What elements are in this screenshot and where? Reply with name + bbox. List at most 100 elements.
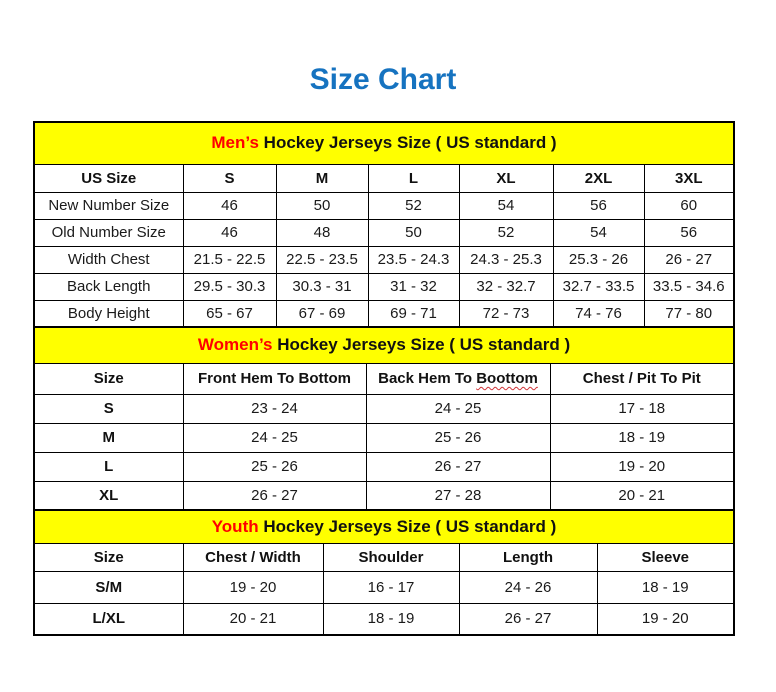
row-label: Body Height [33, 299, 184, 328]
youth-section-highlight: Youth [211, 516, 259, 536]
table-row: L/XL 20 - 21 18 - 19 26 - 27 19 - 20 [33, 602, 735, 636]
size-value: 50 [367, 218, 460, 247]
womens-section-title-text: Hockey Jerseys Size ( US standard ) [277, 335, 571, 355]
size-value: 24 - 25 [365, 393, 551, 424]
mens-size-table: Men’s Hockey Jerseys Size ( US standard … [33, 121, 735, 328]
size-value: 16 - 17 [322, 570, 460, 604]
column-header: Front Hem To Bottom [182, 362, 367, 395]
womens-section-header: Women’s Hockey Jerseys Size ( US standar… [33, 326, 735, 364]
size-value: 27 - 28 [365, 480, 551, 511]
size-value: 56 [643, 218, 735, 247]
size-value: 26 - 27 [458, 602, 598, 636]
size-value: 31 - 32 [367, 272, 460, 301]
youth-size-table: Youth Hockey Jerseys Size ( US standard … [33, 509, 736, 636]
size-value: 20 - 21 [182, 602, 324, 636]
table-row: Back Length 29.5 - 30.3 30.3 - 31 31 - 3… [33, 272, 735, 301]
size-value: 25.3 - 26 [552, 245, 645, 274]
table-row: Body Height 65 - 67 67 - 69 69 - 71 72 -… [33, 299, 735, 328]
row-label: L [33, 451, 184, 482]
size-value: 19 - 20 [549, 451, 735, 482]
row-label: S/M [33, 570, 184, 604]
table-row: M 24 - 25 25 - 26 18 - 19 [33, 422, 735, 453]
size-chart-page: Size Chart Men’s Hockey Jerseys Size ( U… [33, 63, 736, 636]
column-header-text: Back Hem To [378, 370, 473, 387]
column-header: XL [458, 163, 554, 193]
size-value: 60 [643, 191, 735, 220]
column-header: Chest / Pit To Pit [549, 362, 735, 395]
size-value: 23 - 24 [182, 393, 367, 424]
mens-section-title-text: Hockey Jerseys Size ( US standard ) [263, 133, 557, 153]
size-value: 19 - 20 [182, 570, 324, 604]
mens-section-highlight: Men’s [211, 133, 259, 153]
size-value: 25 - 26 [182, 451, 367, 482]
size-value: 67 - 69 [275, 299, 369, 328]
size-value: 17 - 18 [549, 393, 735, 424]
size-value: 22.5 - 23.5 [275, 245, 369, 274]
youth-section-header: Youth Hockey Jerseys Size ( US standard … [33, 509, 735, 544]
size-value: 19 - 20 [596, 602, 735, 636]
row-label: Back Length [33, 272, 184, 301]
size-value: 54 [458, 191, 554, 220]
size-value: 30.3 - 31 [275, 272, 369, 301]
row-label: New Number Size [33, 191, 184, 220]
size-value: 18 - 19 [596, 570, 735, 604]
size-value: 20 - 21 [549, 480, 735, 511]
row-label: L/XL [33, 602, 184, 636]
size-value: 24 - 25 [182, 422, 367, 453]
size-value: 54 [552, 218, 645, 247]
table-row: L 25 - 26 26 - 27 19 - 20 [33, 451, 735, 482]
size-value: 46 [182, 218, 277, 247]
misspelled-word: Boottom [476, 370, 538, 387]
size-value: 52 [458, 218, 554, 247]
size-value: 18 - 19 [322, 602, 460, 636]
size-value: 29.5 - 30.3 [182, 272, 277, 301]
page-title: Size Chart [309, 63, 457, 96]
size-value: 65 - 67 [182, 299, 277, 328]
size-value: 46 [182, 191, 277, 220]
row-label: S [33, 393, 184, 424]
column-header: Size [33, 362, 184, 395]
size-value: 50 [275, 191, 369, 220]
size-value: 48 [275, 218, 369, 247]
size-value: 72 - 73 [458, 299, 554, 328]
mens-section-header-row: Men’s Hockey Jerseys Size ( US standard … [33, 121, 735, 165]
column-header: 3XL [643, 163, 735, 193]
size-value: 33.5 - 34.6 [643, 272, 735, 301]
column-header: L [367, 163, 460, 193]
youth-section-header-row: Youth Hockey Jerseys Size ( US standard … [33, 509, 735, 544]
womens-header-row: Size Front Hem To Bottom Back Hem To Boo… [33, 362, 735, 395]
size-value: 56 [552, 191, 645, 220]
womens-section-highlight: Women’s [197, 335, 273, 355]
youth-section-title-text: Hockey Jerseys Size ( US standard ) [263, 516, 557, 536]
row-label: M [33, 422, 184, 453]
size-value: 74 - 76 [552, 299, 645, 328]
size-value: 18 - 19 [549, 422, 735, 453]
mens-header-row: US Size S M L XL 2XL 3XL [33, 163, 735, 193]
size-value: 52 [367, 191, 460, 220]
column-header: S [182, 163, 277, 193]
size-value: 23.5 - 24.3 [367, 245, 460, 274]
row-label: Width Chest [33, 245, 184, 274]
size-value: 32.7 - 33.5 [552, 272, 645, 301]
column-header: 2XL [552, 163, 645, 193]
table-row: Old Number Size 46 48 50 52 54 56 [33, 218, 735, 247]
column-header: Chest / Width [182, 542, 324, 572]
table-row: New Number Size 46 50 52 54 56 60 [33, 191, 735, 220]
row-label: XL [33, 480, 184, 511]
youth-header-row: Size Chest / Width Shoulder Length Sleev… [33, 542, 735, 572]
table-row: S/M 19 - 20 16 - 17 24 - 26 18 - 19 [33, 570, 735, 604]
column-header: US Size [33, 163, 184, 193]
size-value: 26 - 27 [643, 245, 735, 274]
size-value: 26 - 27 [365, 451, 551, 482]
column-header: Length [458, 542, 598, 572]
column-header: Back Hem To Boottom [365, 362, 551, 395]
table-row: Width Chest 21.5 - 22.5 22.5 - 23.5 23.5… [33, 245, 735, 274]
table-row: XL 26 - 27 27 - 28 20 - 21 [33, 480, 735, 511]
row-label: Old Number Size [33, 218, 184, 247]
womens-section-header-row: Women’s Hockey Jerseys Size ( US standar… [33, 326, 735, 364]
size-value: 77 - 80 [643, 299, 735, 328]
column-header: Sleeve [596, 542, 735, 572]
size-value: 24.3 - 25.3 [458, 245, 554, 274]
column-header: Shoulder [322, 542, 460, 572]
size-value: 21.5 - 22.5 [182, 245, 277, 274]
